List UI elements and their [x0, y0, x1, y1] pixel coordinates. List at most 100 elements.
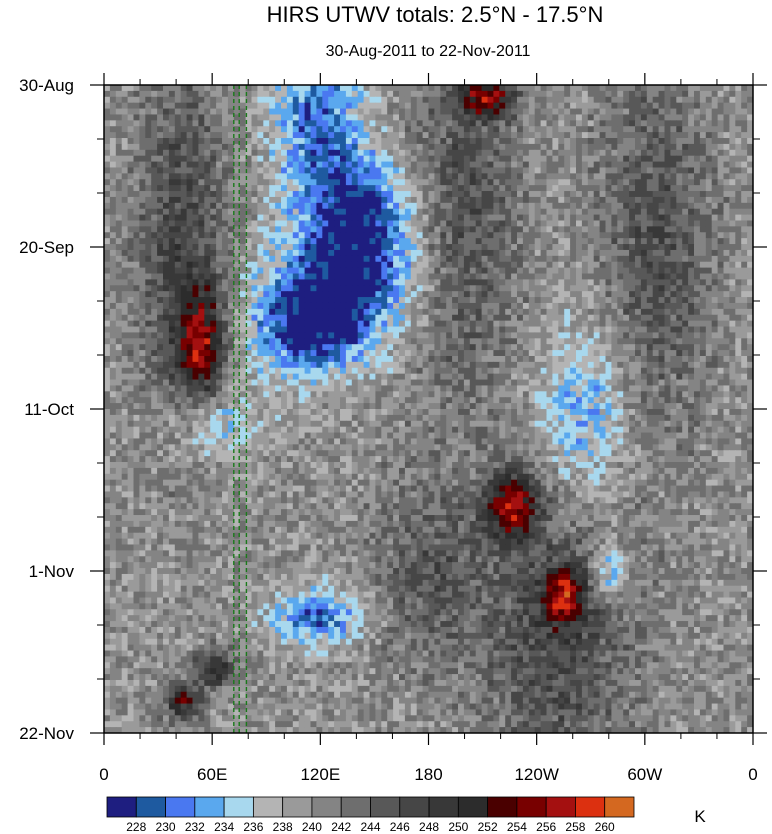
heatmap-cell [522, 143, 530, 151]
heatmap-cell [157, 279, 164, 286]
heatmap-cell [422, 249, 430, 257]
heatmap-cell [251, 244, 258, 251]
heatmap-cell [316, 249, 323, 257]
heatmap-cell [699, 126, 707, 133]
heatmap-cell [286, 244, 294, 251]
heatmap-cell [328, 120, 335, 127]
heatmap-cell [493, 126, 500, 133]
heatmap-cell [652, 167, 660, 174]
heatmap-cell [198, 326, 205, 334]
heatmap-cell [145, 273, 152, 280]
heatmap-cell [416, 96, 424, 104]
heatmap-cell [611, 161, 618, 169]
heatmap-cell [458, 326, 465, 334]
heatmap-cell [340, 308, 347, 316]
heatmap-cell [286, 208, 294, 216]
heatmap-cell [286, 173, 294, 180]
heatmap-cell [416, 185, 424, 192]
heatmap-cell [558, 344, 565, 351]
heatmap-cell [168, 267, 176, 275]
heatmap-cell [281, 185, 288, 192]
heatmap-cell [658, 191, 666, 198]
heatmap-cell [440, 126, 447, 133]
heatmap-cell [747, 308, 753, 316]
heatmap-cell [587, 191, 595, 198]
heatmap-cell [357, 332, 365, 339]
heatmap-cell [699, 138, 707, 145]
heatmap-cell [505, 96, 512, 104]
heatmap-cell [239, 261, 247, 269]
heatmap-cell [452, 138, 459, 145]
heatmap-cell [363, 96, 371, 104]
heatmap-cell [363, 320, 371, 328]
heatmap-cell [528, 191, 536, 198]
heatmap-cell [629, 114, 636, 121]
heatmap-cell [664, 344, 671, 351]
heatmap-cell [670, 267, 677, 275]
heatmap-cell [139, 173, 146, 180]
heatmap-cell [670, 161, 677, 169]
heatmap-cell [481, 314, 489, 322]
heatmap-cell [286, 273, 294, 280]
heatmap-cell [168, 214, 176, 222]
heatmap-cell [416, 326, 424, 334]
heatmap-cell [552, 308, 559, 316]
heatmap-cell [404, 120, 412, 127]
heatmap-cell [635, 143, 642, 151]
heatmap-cell [428, 167, 435, 174]
heatmap-cell [729, 155, 736, 163]
heatmap-cell [534, 202, 542, 210]
heatmap-cell [434, 332, 441, 339]
heatmap-cell [404, 114, 412, 121]
heatmap-cell [440, 291, 447, 298]
heatmap-cell [540, 132, 548, 139]
heatmap-cell [446, 332, 453, 339]
heatmap-cell [676, 96, 683, 104]
heatmap-cell [416, 226, 424, 233]
heatmap-cell [505, 314, 512, 322]
heatmap-cell [469, 297, 477, 304]
heatmap-cell [363, 149, 371, 157]
heatmap-cell [251, 297, 258, 304]
heatmap-cell [233, 255, 241, 263]
heatmap-cell [310, 232, 317, 239]
heatmap-cell [481, 297, 489, 304]
heatmap-cell [741, 226, 748, 233]
heatmap-cell [593, 126, 601, 133]
heatmap-cell [121, 202, 129, 210]
heatmap-cell [227, 108, 235, 116]
heatmap-cell [222, 291, 229, 298]
heatmap-cell [741, 138, 748, 145]
heatmap-cell [605, 226, 612, 233]
heatmap-cell [528, 314, 536, 322]
heatmap-cell [381, 261, 388, 269]
heatmap-cell [528, 273, 536, 280]
heatmap-cell [245, 143, 253, 151]
heatmap-cell [428, 338, 435, 345]
heatmap-cell [322, 138, 329, 145]
heatmap-cell [605, 143, 612, 151]
heatmap-cell [198, 108, 205, 116]
heatmap-cell [723, 132, 730, 139]
heatmap-cell [499, 114, 506, 121]
heatmap-cell [646, 273, 654, 280]
heatmap-cell [688, 326, 695, 334]
heatmap-cell [617, 261, 624, 269]
heatmap-cell [676, 344, 683, 351]
heatmap-cell [369, 285, 376, 292]
heatmap-cell [587, 279, 595, 286]
heatmap-cell [404, 108, 412, 116]
heatmap-cell [629, 285, 636, 292]
heatmap-cell [216, 332, 223, 339]
heatmap-cell [145, 302, 152, 310]
heatmap-cell [204, 108, 211, 116]
heatmap-cell [310, 332, 317, 339]
heatmap-cell [593, 255, 601, 263]
heatmap-cell [440, 85, 447, 92]
heatmap-cell [192, 350, 199, 357]
heatmap-cell [505, 149, 512, 157]
heatmap-cell [458, 344, 465, 351]
heatmap-cell [487, 249, 494, 257]
heatmap-cell [499, 291, 506, 298]
heatmap-cell [587, 85, 595, 92]
